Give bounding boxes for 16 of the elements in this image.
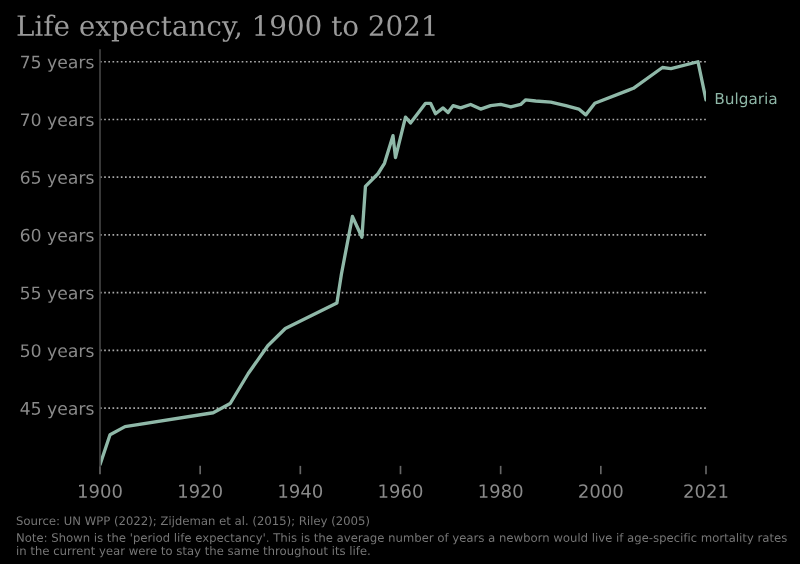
y-tick-label: 60 years	[20, 228, 94, 246]
x-tick-label: 1900	[79, 484, 122, 498]
x-tick-label: 2021	[684, 484, 728, 498]
x-tick-label: 1960	[379, 484, 423, 498]
y-tick-label: 50 years	[20, 344, 94, 361]
y-tick-label: 55 years	[20, 286, 94, 303]
line-series	[100, 60, 706, 466]
x-tick-label: 1920	[179, 484, 222, 498]
y-tick-label: 75 years	[21, 55, 94, 72]
x-tick-label: 1980	[479, 484, 523, 498]
chart-title: Life expectancy, 1900 to 2021	[17, 14, 435, 42]
y-tick-label: 45 years	[20, 402, 94, 419]
y-tick-label: 65 years	[20, 170, 94, 188]
y-tick-label: 70 years	[21, 113, 94, 130]
x-tick-label: 2000	[579, 484, 623, 498]
x-tick-label: 1940	[279, 484, 323, 498]
